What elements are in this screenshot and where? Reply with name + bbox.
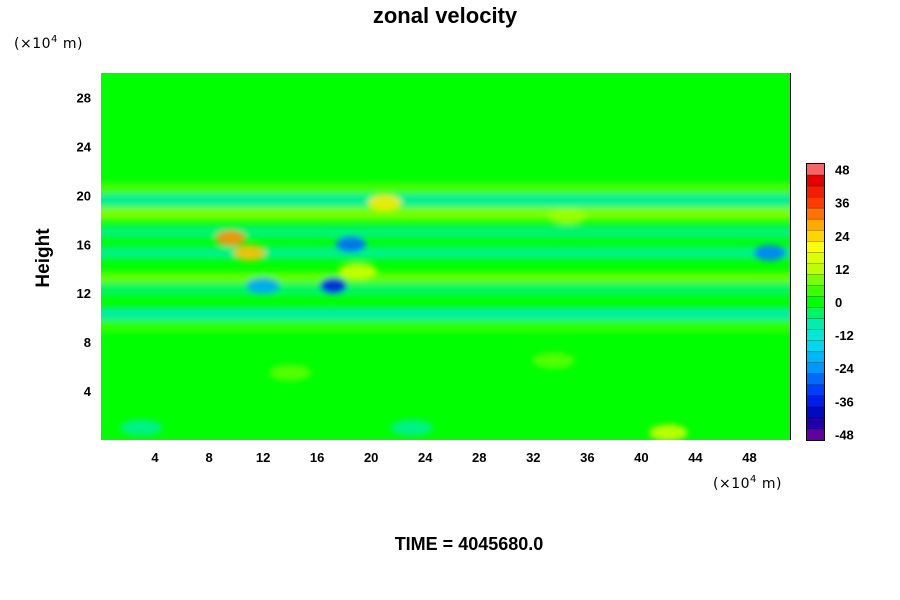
colorbar-segment [807,373,824,386]
y-tick-label: 8 [84,335,91,350]
x-tick-label: 16 [310,450,324,465]
field-band [101,182,790,196]
x-tick-label: 40 [634,450,648,465]
colorbar-segment [807,274,824,286]
colorbar-segment [807,164,824,176]
field-band [101,307,790,321]
colorbar-segment [807,384,824,397]
y-axis-label: Height [33,228,54,288]
field-extremum [269,364,312,381]
colorbar-segment [807,230,824,242]
colorbar-segment [807,285,824,297]
colorbar-segment [807,329,824,342]
colorbar-segment [807,208,824,220]
chart-title: zonal velocity [373,3,518,28]
field-band [101,225,790,239]
field-extremum [246,277,281,294]
colorbar-label: 24 [835,229,850,244]
colorbar-segment [807,318,824,330]
field-extremum [215,230,246,247]
colorbar-label: 48 [835,163,849,178]
colorbar-segment [807,395,824,408]
field-extremum [338,263,377,280]
field-extremum [649,424,688,440]
field-extremum [367,194,402,211]
colorbar-segment [807,263,824,275]
colorbar-segment [807,362,824,375]
colorbar-segment [807,175,824,187]
colorbar-segment [807,406,824,419]
field-extremum [335,236,367,253]
colorbar-label: -48 [835,427,854,442]
y-tick-label: 28 [77,90,91,105]
colorbar-segment [807,219,824,231]
colorbar-label: 12 [835,262,849,277]
x-tick-label: 12 [256,450,270,465]
y-tick-label: 12 [77,286,91,301]
x-tick-label: 32 [526,450,540,465]
y-tick-label: 4 [84,384,92,399]
colorbar-label: 36 [835,196,849,211]
x-tick-label: 36 [580,450,594,465]
x-tick-label: 8 [205,450,212,465]
x-axis-ticks: 4 8 12 16 20 24 28 32 36 40 44 48 [151,450,756,465]
field-extremum [319,277,347,294]
time-readout: TIME = 4045680.0 [395,534,544,554]
field-extremum [753,244,786,261]
x-axis-unit: (×104 m) [713,474,782,492]
field-band [101,246,790,260]
y-tick-label: 20 [77,188,91,203]
colorbar-segment [807,241,824,253]
colorbar-segment [807,186,824,198]
colorbar-label: 0 [835,295,842,310]
field-extremum [390,419,433,436]
colorbar-label: -12 [835,328,854,343]
plot-area [101,73,791,440]
colorbar-scale [807,164,824,441]
field-extremum [532,352,575,369]
x-tick-label: 44 [688,450,703,465]
colorbar: 48 36 24 12 0 -12 -24 -36 -48 [806,163,855,443]
colorbar-frame [806,163,825,441]
field-extremum [120,419,163,436]
field-extremum [233,244,266,261]
colorbar-segment [807,340,824,353]
field-band [101,319,790,333]
y-axis-ticks: 4 8 12 16 20 24 28 [77,90,92,399]
y-tick-label: 24 [77,139,92,154]
field-band [101,283,790,297]
colorbar-segment [807,351,824,364]
colorbar-segment [807,428,824,441]
x-tick-label: 24 [418,450,433,465]
colorbar-label: -24 [835,361,855,376]
x-tick-label: 4 [151,450,159,465]
field-band [101,193,790,207]
field-extremum [547,208,588,225]
x-tick-label: 28 [472,450,486,465]
x-tick-label: 20 [364,450,378,465]
colorbar-segment [807,417,824,430]
field-band [101,207,790,221]
colorbar-segment [807,197,824,209]
y-axis-unit: (×104 m) [14,34,83,52]
colorbar-segment [807,307,824,319]
velocity-field [101,182,790,440]
x-tick-label: 48 [742,450,756,465]
colorbar-labels: 48 36 24 12 0 -12 -24 -36 -48 [835,163,855,443]
colorbar-segment [807,252,824,264]
colorbar-label: -36 [835,394,854,409]
y-tick-label: 16 [77,237,91,252]
colorbar-segment [807,296,824,308]
